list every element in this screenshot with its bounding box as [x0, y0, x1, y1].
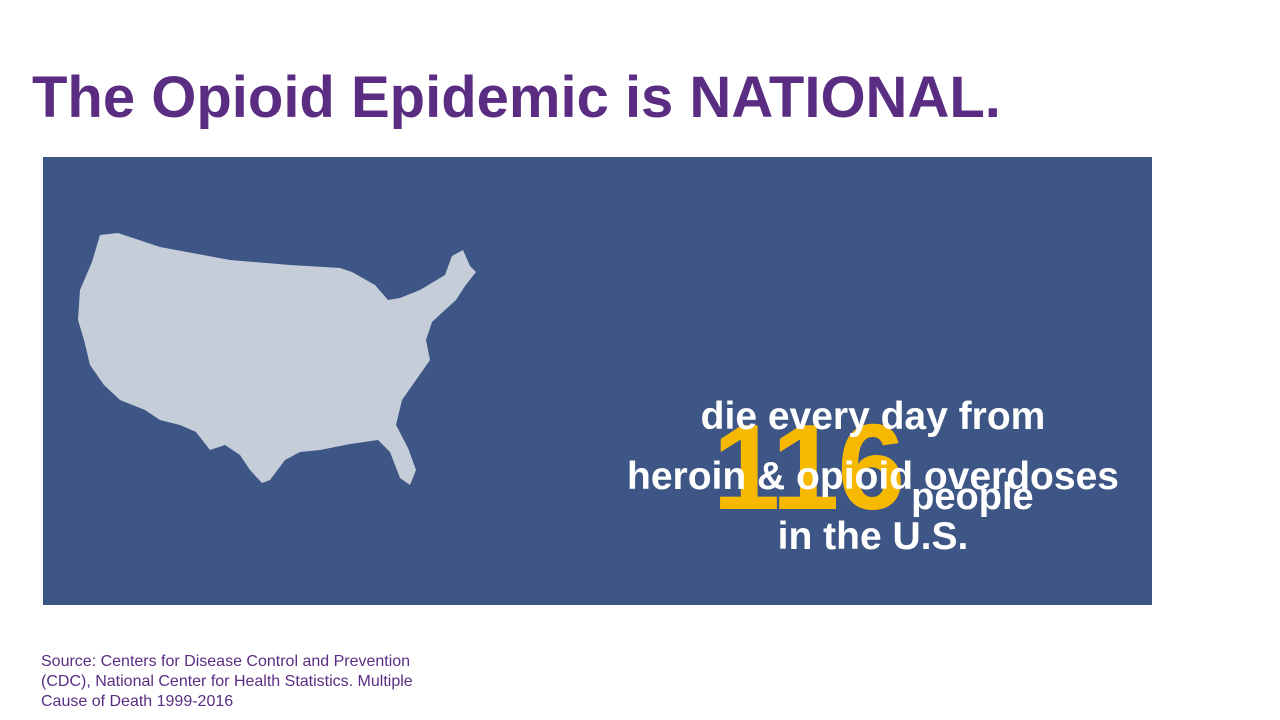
stat-description: die every day from heroin & opioid overd… [513, 387, 1233, 567]
description-line: die every day from [700, 395, 1046, 438]
title: The Opioid Epidemic is NATIONAL. [32, 65, 1001, 130]
description-line: heroin & opioid overdoses [627, 455, 1119, 498]
source-line: (CDC), National Center for Health Statis… [41, 673, 413, 690]
us-map [78, 233, 476, 485]
description-line: in the U.S. [777, 515, 969, 558]
stat: 116 people [543, 397, 1203, 537]
stat-unit: people [911, 476, 1034, 518]
us-outline [78, 233, 476, 485]
stat-number: 116 [712, 399, 905, 535]
source: Source: Centers for Disease Control and … [41, 652, 413, 712]
info-panel: 116 people die every day from heroin & op… [43, 157, 1152, 605]
source-line: Source: Centers for Disease Control and … [41, 653, 411, 670]
source-line: Cause of Death 1999-2016 [41, 693, 234, 710]
